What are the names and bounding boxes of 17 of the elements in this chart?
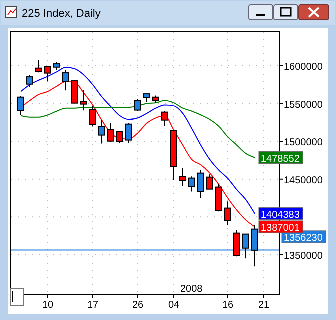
x-tick-label: 10 [42,300,54,311]
data-label: 1478552 [261,154,300,165]
x-tick-label: 26 [132,300,144,311]
y-tick-label: 1600000 [284,62,324,74]
y-tick-label: 1550000 [284,100,324,111]
annotation: 2008 [180,284,204,295]
y-tick-label: 1500000 [284,138,324,149]
x-tick-label: 04 [168,300,180,311]
ref-line-label: 1356230 [284,232,324,244]
data-label: 1387001 [261,222,300,234]
x-tick-label: 21 [258,300,270,311]
y-tick-label: 1450000 [284,175,324,186]
chart-title: 225 Index, Daily [22,8,102,20]
y-tick-label: 1350000 [284,250,324,262]
x-tick-label: 17 [87,300,99,311]
x-tick-label: 16 [222,300,234,311]
data-label: 1404383 [261,210,300,221]
